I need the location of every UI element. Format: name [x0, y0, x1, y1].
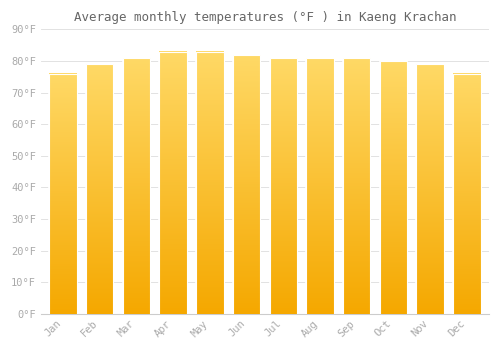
Bar — [306, 58, 334, 314]
Bar — [270, 58, 297, 314]
Bar — [380, 61, 407, 314]
Bar — [160, 51, 187, 314]
Bar — [453, 74, 480, 314]
Bar — [196, 51, 224, 314]
Bar — [343, 58, 370, 314]
Bar — [122, 58, 150, 314]
Bar — [416, 64, 444, 314]
Title: Average monthly temperatures (°F ) in Kaeng Krachan: Average monthly temperatures (°F ) in Ka… — [74, 11, 456, 24]
Bar — [233, 55, 260, 314]
Bar — [86, 64, 114, 314]
Bar — [49, 74, 77, 314]
